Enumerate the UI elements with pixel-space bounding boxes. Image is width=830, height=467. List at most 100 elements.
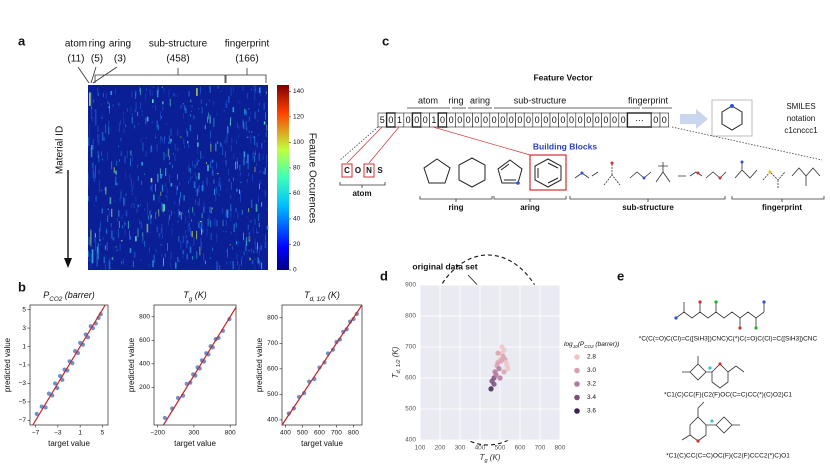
heatmap-streak <box>254 93 256 101</box>
heatmap-streak <box>258 222 260 228</box>
heatmap-streak <box>134 108 137 113</box>
heatmap-streak <box>175 185 177 187</box>
heatmap-streak <box>90 229 92 247</box>
heatmap-streak <box>196 176 198 182</box>
heatmap-streak <box>145 93 146 101</box>
heatmap-streak <box>130 205 132 208</box>
heatmap-streak <box>201 213 203 219</box>
heatmap-streak <box>88 196 90 202</box>
y-tick-label: 500 <box>267 391 278 398</box>
heatmap-streak <box>94 109 97 126</box>
x-tick-label: 400 <box>280 430 291 437</box>
heatmap-streak <box>213 117 215 127</box>
heatmap-streak <box>170 139 171 145</box>
heatmap-streak <box>228 122 230 126</box>
heatmap-streak <box>254 136 256 146</box>
heatmap-streak <box>258 153 260 161</box>
x-tick-label: 600 <box>515 445 526 452</box>
heatmap-streak <box>144 173 145 175</box>
heatmap-streak <box>168 209 169 212</box>
heatmap-streak <box>193 237 195 246</box>
heatmap-streak <box>137 175 139 181</box>
heatmap-streak <box>155 249 157 253</box>
heatmap-streak <box>142 236 144 244</box>
heatmap-streak <box>259 246 260 256</box>
vector-title: Feature Vector <box>533 72 593 82</box>
colorbar-tick-label: 100 <box>293 139 304 146</box>
point <box>495 350 501 356</box>
heatmap-streak <box>109 209 110 217</box>
vector-digit: 0 <box>406 115 411 125</box>
heatmap-streak <box>89 253 90 262</box>
heatmap-streak <box>237 212 239 220</box>
heatmap-streak <box>125 170 127 179</box>
heatmap-streak <box>245 121 247 130</box>
heatmap-streak <box>261 143 263 149</box>
group-label: ring <box>448 95 463 105</box>
group-label: aring <box>470 95 490 105</box>
heatmap-streak <box>163 211 165 215</box>
heatmap-streak <box>88 259 90 261</box>
vector-digit: 0 <box>517 115 522 125</box>
point <box>496 366 502 372</box>
heatmap-streak <box>229 244 231 246</box>
y-tick-label: 400 <box>267 417 278 424</box>
heatmap-streak <box>196 189 198 197</box>
heatmap-streak <box>247 216 248 218</box>
heatmap-streak <box>91 105 93 109</box>
heatmap-streak <box>200 226 202 231</box>
heatmap-streak <box>98 155 100 163</box>
heatmap-streak <box>201 242 202 251</box>
heatmap-streak <box>230 194 232 199</box>
heatmap-streak <box>167 243 168 251</box>
heatmap-streak <box>137 164 138 169</box>
heatmap-streak <box>180 105 183 108</box>
heatmap-streak <box>88 173 89 179</box>
heatmap-streak <box>200 86 201 94</box>
heatmap-streak <box>233 177 234 181</box>
heatmap-streak <box>98 169 100 174</box>
heatmap-streak <box>173 201 176 205</box>
smiles-string: *C(C(=O)C(Cl)=C([SiH3])CNC)C(*)C(=O)C(Cl… <box>639 336 818 343</box>
heatmap-streak <box>257 119 259 122</box>
y-tick-label: 700 <box>267 340 278 347</box>
heatmap-streak <box>254 85 256 93</box>
heatmap-streak <box>94 232 95 243</box>
point <box>488 386 494 392</box>
heatmap-streak <box>219 184 221 191</box>
colorbar-tick-label: 40 <box>293 216 301 223</box>
y-axis-label: predicted value <box>3 337 12 392</box>
heatmap-streak <box>241 255 243 259</box>
heatmap-streak <box>145 137 147 139</box>
group-count: (11) <box>67 54 84 65</box>
heatmap-streak <box>191 231 193 238</box>
heatmap-streak <box>104 245 106 250</box>
heatmap-streak <box>145 151 147 157</box>
heatmap-streak <box>141 162 143 166</box>
y-tick-label: 700 <box>405 344 416 351</box>
heatmap-streak <box>250 131 253 133</box>
heatmap-streak <box>216 220 218 227</box>
heatmap-streak <box>103 256 106 263</box>
heatmap-streak <box>257 231 259 234</box>
heatmap-streak <box>216 113 218 116</box>
heatmap-streak <box>202 229 204 233</box>
heatmap-streak <box>149 247 150 253</box>
heatmap-streak <box>192 207 194 213</box>
heatmap-streak <box>245 127 248 132</box>
heatmap-streak <box>156 143 158 152</box>
molecule-2 <box>682 356 745 389</box>
y-tick-label: 500 <box>405 406 416 413</box>
heatmap-streak <box>212 247 213 251</box>
vector-digit: 0 <box>612 115 617 125</box>
heatmap-streak <box>256 228 258 235</box>
fit-line <box>32 304 106 426</box>
heatmap-streak <box>260 245 262 251</box>
heatmap-streak <box>124 198 126 205</box>
heatmap-streak <box>188 181 189 184</box>
heatmap-streak <box>236 188 238 192</box>
heatmap-streak <box>101 158 103 161</box>
heatmap-streak <box>232 85 234 92</box>
heatmap-streak <box>163 88 165 93</box>
